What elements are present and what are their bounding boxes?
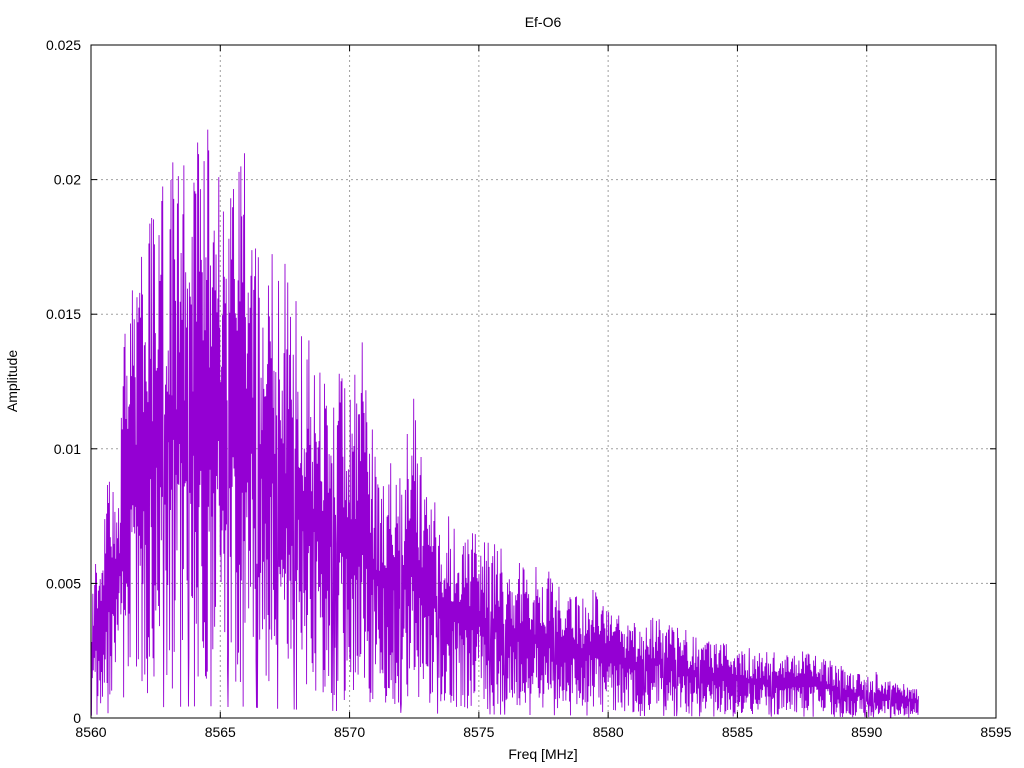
y-tick-label: 0.02 — [54, 172, 81, 188]
y-tick-label: 0.01 — [54, 441, 81, 457]
x-tick-label: 8590 — [851, 724, 882, 740]
y-tick-labels: 0 0.005 0.01 0.015 0.02 0.025 — [46, 37, 81, 726]
y-tick-label: 0.005 — [46, 575, 81, 591]
x-tick-label: 8560 — [75, 724, 106, 740]
plot-frame — [90, 44, 997, 719]
chart-title: Ef-O6 — [525, 14, 562, 30]
x-tick-label: 8570 — [334, 724, 365, 740]
x-tick-label: 8580 — [593, 724, 624, 740]
x-axis-label: Freq [MHz] — [508, 746, 577, 762]
y-axis-label: Amplitude — [4, 350, 20, 412]
tick-marks — [90, 44, 997, 719]
x-tick-label: 8575 — [463, 724, 494, 740]
x-tick-label: 8565 — [205, 724, 236, 740]
x-tick-labels: 8560 8565 8570 8575 8580 8585 8590 8595 — [75, 724, 1011, 740]
series-layer — [90, 129, 919, 718]
y-tick-label: 0 — [73, 710, 81, 726]
amplitude-series-line — [90, 129, 919, 718]
y-tick-label: 0.015 — [46, 306, 81, 322]
x-tick-label: 8595 — [980, 724, 1011, 740]
y-tick-label: 0.025 — [46, 37, 81, 53]
x-tick-label: 8585 — [722, 724, 753, 740]
